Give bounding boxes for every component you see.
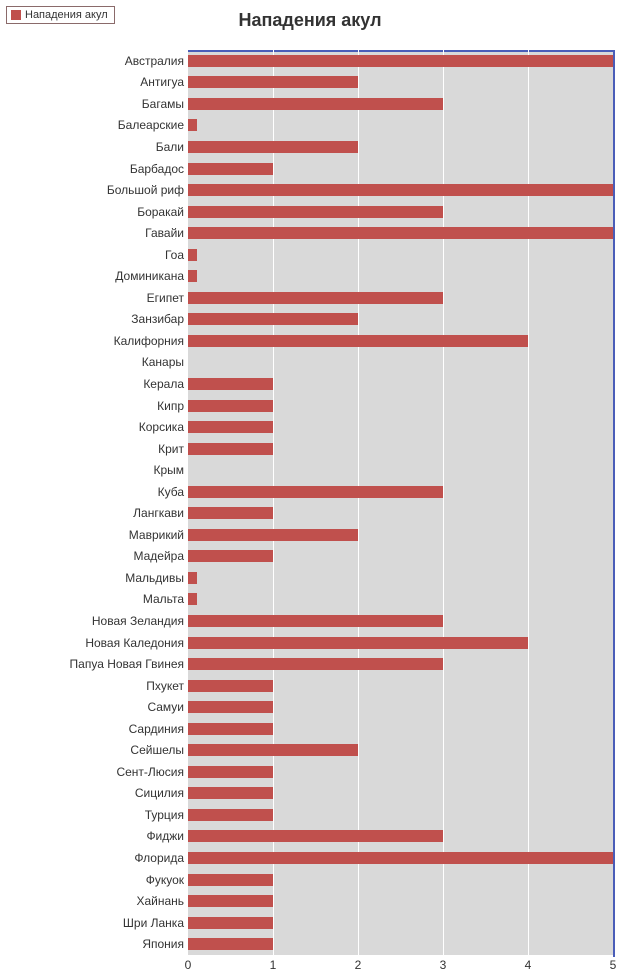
category-label: Новая Каледония <box>4 637 184 649</box>
bar <box>188 141 358 153</box>
category-label: Калифорния <box>4 335 184 347</box>
x-tick-label: 1 <box>263 958 283 972</box>
bar <box>188 830 443 842</box>
bar <box>188 787 273 799</box>
bar <box>188 421 273 433</box>
category-label: Папуа Новая Гвинея <box>4 658 184 670</box>
bar <box>188 313 358 325</box>
bar <box>188 292 443 304</box>
category-label: Австралия <box>4 55 184 67</box>
category-label: Доминикана <box>4 270 184 282</box>
category-label: Маврикий <box>4 529 184 541</box>
category-label: Новая Зеландия <box>4 615 184 627</box>
bar <box>188 658 443 670</box>
bar <box>188 615 443 627</box>
category-label: Хайнань <box>4 895 184 907</box>
category-label: Фукуок <box>4 874 184 886</box>
bar <box>188 270 197 282</box>
category-label: Боракай <box>4 206 184 218</box>
category-label: Пхукет <box>4 680 184 692</box>
bar <box>188 529 358 541</box>
x-tick-label: 0 <box>178 958 198 972</box>
bar <box>188 938 273 950</box>
bar <box>188 227 613 239</box>
category-label: Шри Ланка <box>4 917 184 929</box>
bar <box>188 874 273 886</box>
bar <box>188 701 273 713</box>
bar <box>188 76 358 88</box>
category-label: Гавайи <box>4 227 184 239</box>
bar <box>188 486 443 498</box>
bar <box>188 852 613 864</box>
category-label: Багамы <box>4 98 184 110</box>
category-label: Канары <box>4 356 184 368</box>
category-label: Занзибар <box>4 313 184 325</box>
category-label: Мадейра <box>4 550 184 562</box>
category-label: Египет <box>4 292 184 304</box>
bar <box>188 335 528 347</box>
bar <box>188 378 273 390</box>
bar <box>188 249 197 261</box>
category-label: Сейшелы <box>4 744 184 756</box>
bar <box>188 163 273 175</box>
bar <box>188 206 443 218</box>
category-label: Турция <box>4 809 184 821</box>
category-label: Сент-Люсия <box>4 766 184 778</box>
bar <box>188 550 273 562</box>
category-label: Большой риф <box>4 184 184 196</box>
category-label: Самуи <box>4 701 184 713</box>
category-label: Мальдивы <box>4 572 184 584</box>
category-label: Куба <box>4 486 184 498</box>
bar <box>188 593 197 605</box>
category-label: Крит <box>4 443 184 455</box>
bar <box>188 766 273 778</box>
bar <box>188 895 273 907</box>
category-label: Барбадос <box>4 163 184 175</box>
bar <box>188 507 273 519</box>
category-label: Корсика <box>4 421 184 433</box>
bar <box>188 744 358 756</box>
category-label: Япония <box>4 938 184 950</box>
category-label: Керала <box>4 378 184 390</box>
bar <box>188 443 273 455</box>
bar <box>188 55 613 67</box>
bar <box>188 572 197 584</box>
category-label: Антигуа <box>4 76 184 88</box>
bar <box>188 680 273 692</box>
category-label: Бали <box>4 141 184 153</box>
category-label: Сицилия <box>4 787 184 799</box>
x-tick-label: 4 <box>518 958 538 972</box>
bar <box>188 637 528 649</box>
bar <box>188 184 613 196</box>
category-label: Мальта <box>4 593 184 605</box>
category-label: Крым <box>4 464 184 476</box>
bar <box>188 119 197 131</box>
category-label: Гоа <box>4 249 184 261</box>
x-tick-label: 3 <box>433 958 453 972</box>
category-label: Балеарские <box>4 119 184 131</box>
category-label: Сардиния <box>4 723 184 735</box>
x-tick-label: 2 <box>348 958 368 972</box>
bar <box>188 400 273 412</box>
chart-container: Нападения акул Нападения акул 012345Авст… <box>0 0 620 979</box>
category-label: Кипр <box>4 400 184 412</box>
bar <box>188 723 273 735</box>
bar <box>188 809 273 821</box>
category-label: Лангкави <box>4 507 184 519</box>
chart-title: Нападения акул <box>0 10 620 31</box>
category-label: Фиджи <box>4 830 184 842</box>
bar <box>188 917 273 929</box>
bar <box>188 98 443 110</box>
category-label: Флорида <box>4 852 184 864</box>
x-tick-label: 5 <box>603 958 620 972</box>
